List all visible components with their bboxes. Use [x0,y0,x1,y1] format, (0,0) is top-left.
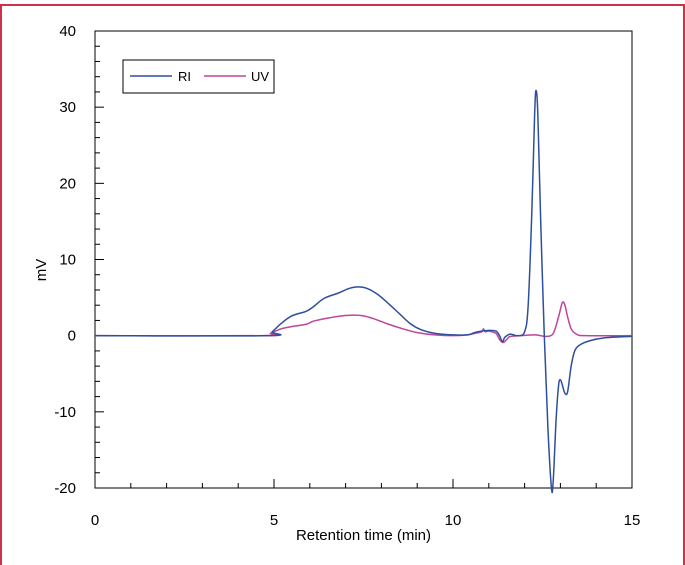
frame-left-border [0,4,2,565]
legend-label-uv: UV [251,69,269,84]
y-tick-label: 30 [59,99,76,116]
y-tick-label: 40 [59,23,76,40]
y-axis-label: mV [33,259,50,282]
y-tick-label: -10 [54,404,76,421]
series-layer [94,89,633,494]
x-tick-label: 10 [445,512,462,529]
x-tick-label: 0 [91,512,99,529]
tick-labels: 0 5 10 15 -20 -10 0 10 20 30 40 [54,23,640,529]
y-tick-label: 0 [68,328,76,345]
x-tick-label: 15 [624,512,641,529]
y-tick-label: -20 [54,480,76,497]
x-axis-label: Retention time (min) [296,527,431,544]
x-tick-label: 5 [270,512,278,529]
y-tick-label: 10 [59,252,76,269]
legend: RI UV [122,59,275,94]
frame-right-border [683,4,685,565]
y-tick-label: 20 [59,175,76,192]
frame-top-border [0,4,685,6]
legend-label-ri: RI [178,69,191,84]
plot-area-frame [94,30,633,489]
series-line-ri [94,89,633,494]
axis-ticks [94,30,633,489]
